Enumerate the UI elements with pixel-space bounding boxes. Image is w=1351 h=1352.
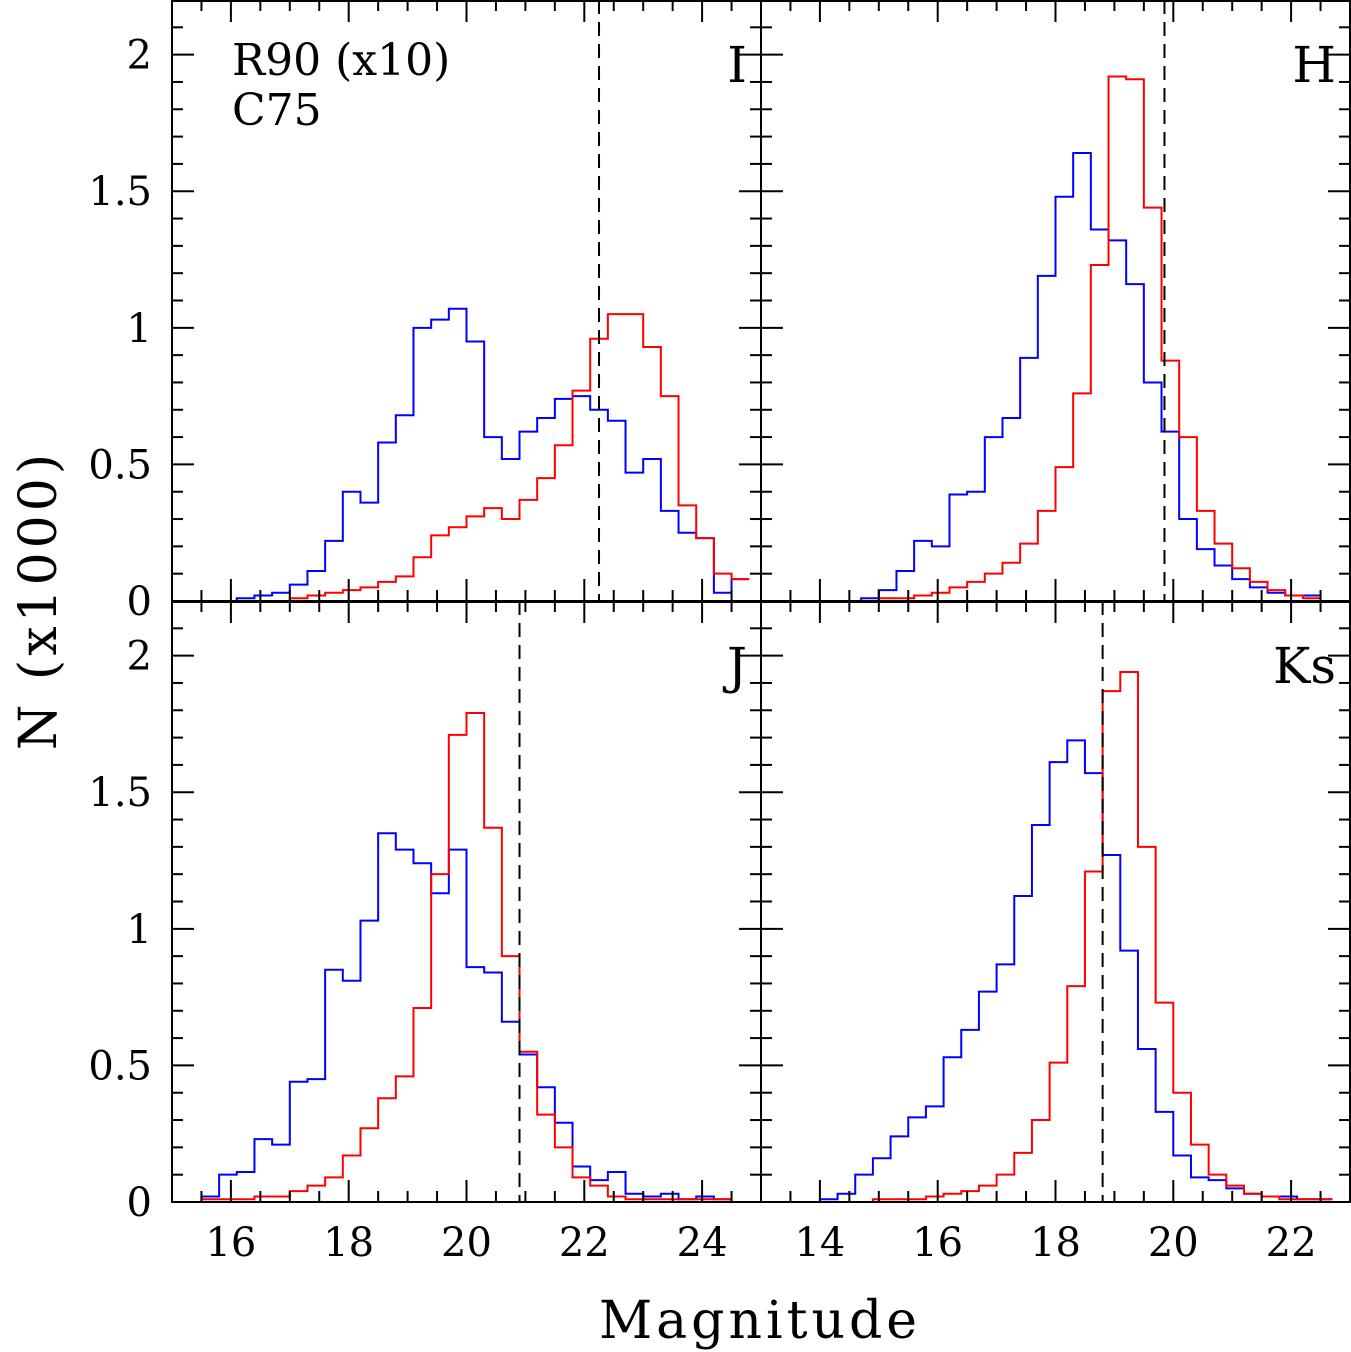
x-tick-label-j: 16 [205, 1220, 256, 1266]
band-label-i: I [727, 36, 747, 94]
y-tick-label-j: 2 [127, 634, 152, 680]
y-tick-label-i: 0 [127, 579, 152, 625]
x-tick-label-j: 24 [677, 1220, 728, 1266]
legend-label-c75: C75 [232, 85, 322, 136]
x-tick-label-j: 20 [441, 1220, 492, 1266]
y-tick-label-i: 1.5 [88, 169, 152, 215]
x-tick-label-ks: 20 [1148, 1220, 1199, 1266]
series-c75-i [236, 313, 750, 602]
series-r90-ks [818, 739, 1333, 1202]
band-label-ks: Ks [1273, 637, 1336, 695]
series-r90-j [200, 832, 732, 1202]
x-tick-label-ks: 14 [794, 1220, 845, 1266]
series-c75-j [200, 712, 732, 1202]
y-tick-label-j: 0.5 [88, 1043, 152, 1089]
y-tick-label-i: 0.5 [88, 442, 152, 488]
series-r90-h [860, 151, 1321, 601]
panels-group: 0 0.5 1 1.5 2 I H 0 0.5 1 1.5 2 16 18 20 22 24 J 14 16 18 20 2… [88, 0, 1351, 1266]
panel-frame-ks [760, 601, 1351, 1203]
y-tick-label-j: 1 [127, 907, 152, 953]
x-tick-label-ks: 16 [912, 1220, 963, 1266]
y-axis-title: N (x1000) [9, 450, 69, 750]
legend-label-r90: R90 (x10) [232, 35, 450, 86]
y-tick-label-i: 1 [127, 306, 152, 352]
y-tick-label-j: 1.5 [88, 770, 152, 816]
y-tick-label-i: 2 [127, 33, 152, 79]
y-tick-label-j: 0 [127, 1180, 152, 1226]
series-c75-ks [819, 671, 1333, 1203]
band-label-j: J [722, 637, 747, 695]
x-tick-label-ks: 18 [1030, 1220, 1081, 1266]
series-r90-i [235, 307, 750, 601]
x-axis-title: Magnitude [599, 1291, 921, 1351]
x-tick-label-j: 22 [559, 1220, 610, 1266]
series-c75-h [861, 75, 1321, 602]
x-tick-label-ks: 22 [1266, 1220, 1317, 1266]
band-label-h: H [1292, 36, 1336, 94]
x-tick-label-j: 18 [323, 1220, 374, 1266]
